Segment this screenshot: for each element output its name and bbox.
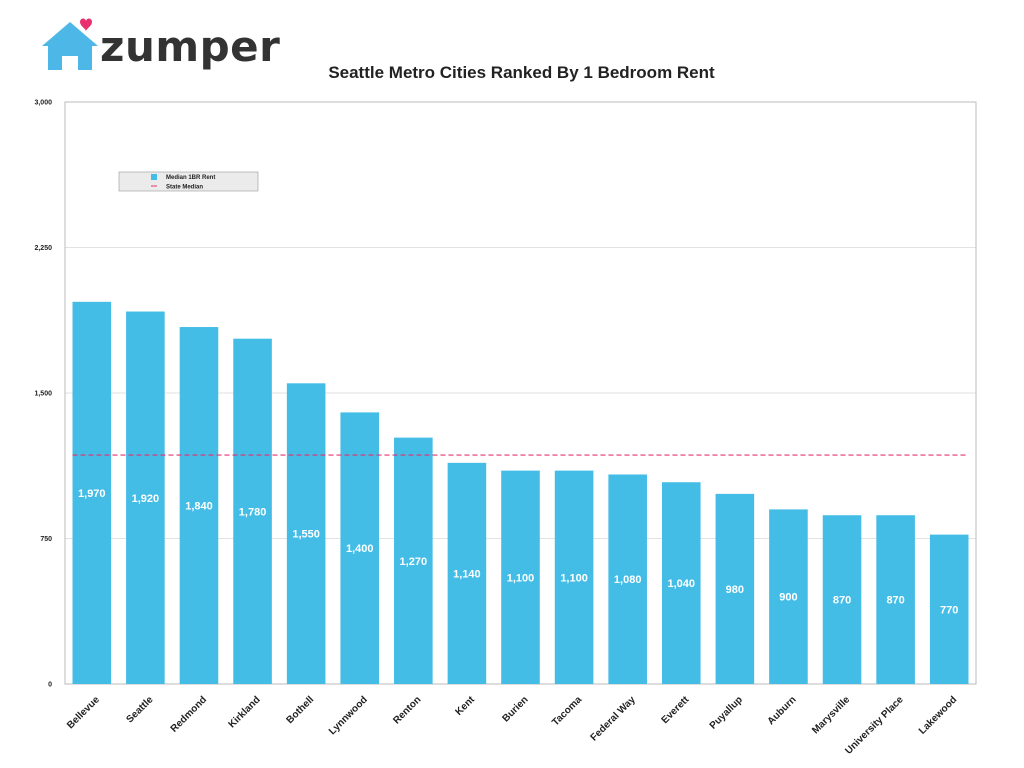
bar-kent — [447, 462, 487, 684]
legend: Median 1BR Rent State Median — [118, 171, 259, 192]
bar-value-label: 980 — [726, 584, 744, 596]
x-tick-label: University Place — [843, 694, 906, 757]
x-tick-label: Redmond — [169, 694, 209, 734]
bar-value-label: 1,920 — [132, 493, 160, 505]
bar-value-label: 1,550 — [292, 529, 320, 541]
x-tick-label: Seattle — [125, 694, 156, 725]
bar-federal-way — [608, 474, 647, 684]
bar-value-label: 1,970 — [78, 488, 106, 500]
bars: 1,970 1,920 1,840 1,780 1,550 1,400 1,270 1,140… — [72, 301, 969, 684]
x-tick-label: Puyallup — [708, 694, 745, 731]
bar-value-label: 1,840 — [185, 501, 213, 513]
x-tick-label: Lynnwood — [327, 694, 370, 737]
bar-bothell — [286, 383, 326, 684]
x-tick-label: Auburn — [766, 694, 799, 727]
bar-value-label: 870 — [833, 595, 851, 607]
bar-seattle — [126, 311, 165, 684]
bar-lynnwood — [340, 412, 380, 684]
x-tick-label: Renton — [391, 694, 423, 726]
logo-wordmark: zumper — [100, 22, 281, 71]
bar-auburn — [769, 509, 808, 684]
bar-value-label: 900 — [779, 592, 797, 604]
bar-puyallup — [715, 493, 755, 684]
legend-label-median-rent: Median 1BR Rent — [166, 175, 215, 181]
bar-value-label: 1,100 — [560, 572, 588, 584]
x-tick-label: Kirkland — [227, 694, 263, 730]
x-tick-label: Kent — [454, 694, 478, 718]
heart-icon — [80, 18, 92, 31]
bar-kirkland — [233, 338, 272, 684]
y-tick-label: 0 — [48, 682, 52, 689]
y-tick-label: 750 — [40, 536, 52, 543]
y-tick-label: 3,000 — [34, 100, 52, 107]
x-tick-label: Everett — [660, 694, 692, 726]
x-tick-label: Bellevue — [65, 694, 102, 731]
x-tick-label: Federal Way — [589, 694, 638, 743]
x-tick-label: Lakewood — [917, 694, 959, 736]
bar-value-label: 1,140 — [453, 568, 481, 580]
bar-burien — [501, 470, 540, 684]
legend-label-state-median: State Median — [166, 185, 203, 191]
bar-renton — [394, 437, 433, 684]
bar-value-label: 1,040 — [667, 578, 695, 590]
legend-swatch-median-rent — [151, 174, 157, 180]
bar-value-label: 1,780 — [239, 506, 267, 518]
bar-redmond — [179, 327, 219, 684]
zumper-logo — [42, 18, 98, 70]
y-tick-label: 1,500 — [34, 391, 52, 398]
x-axis-labels: Bellevue Seattle Redmond Kirkland Bothell Lyn… — [65, 694, 959, 757]
bar-bellevue — [72, 301, 112, 684]
bar-tacoma — [554, 470, 594, 684]
bar-everett — [661, 482, 701, 684]
y-tick-label: 2,250 — [34, 245, 52, 252]
bar-value-label: 1,100 — [507, 572, 535, 584]
x-tick-label: Marysville — [810, 694, 852, 736]
bar-value-label: 1,400 — [346, 543, 374, 555]
bar-lakewood — [929, 534, 969, 684]
bar-university-place — [876, 515, 915, 684]
x-tick-label: Bothell — [285, 694, 317, 726]
bar-marysville — [822, 515, 862, 684]
chart-title: Seattle Metro Cities Ranked By 1 Bedroom… — [328, 63, 715, 82]
house-icon — [42, 22, 98, 70]
bar-value-label: 1,080 — [614, 574, 642, 586]
bar-value-label: 1,270 — [400, 556, 428, 568]
bar-value-label: 770 — [940, 604, 958, 616]
bar-value-label: 870 — [886, 595, 904, 607]
x-tick-label: Burien — [500, 694, 530, 724]
y-axis-ticks: 0 750 1,500 2,250 3,000 — [34, 100, 52, 689]
x-tick-label: Tacoma — [550, 694, 584, 728]
